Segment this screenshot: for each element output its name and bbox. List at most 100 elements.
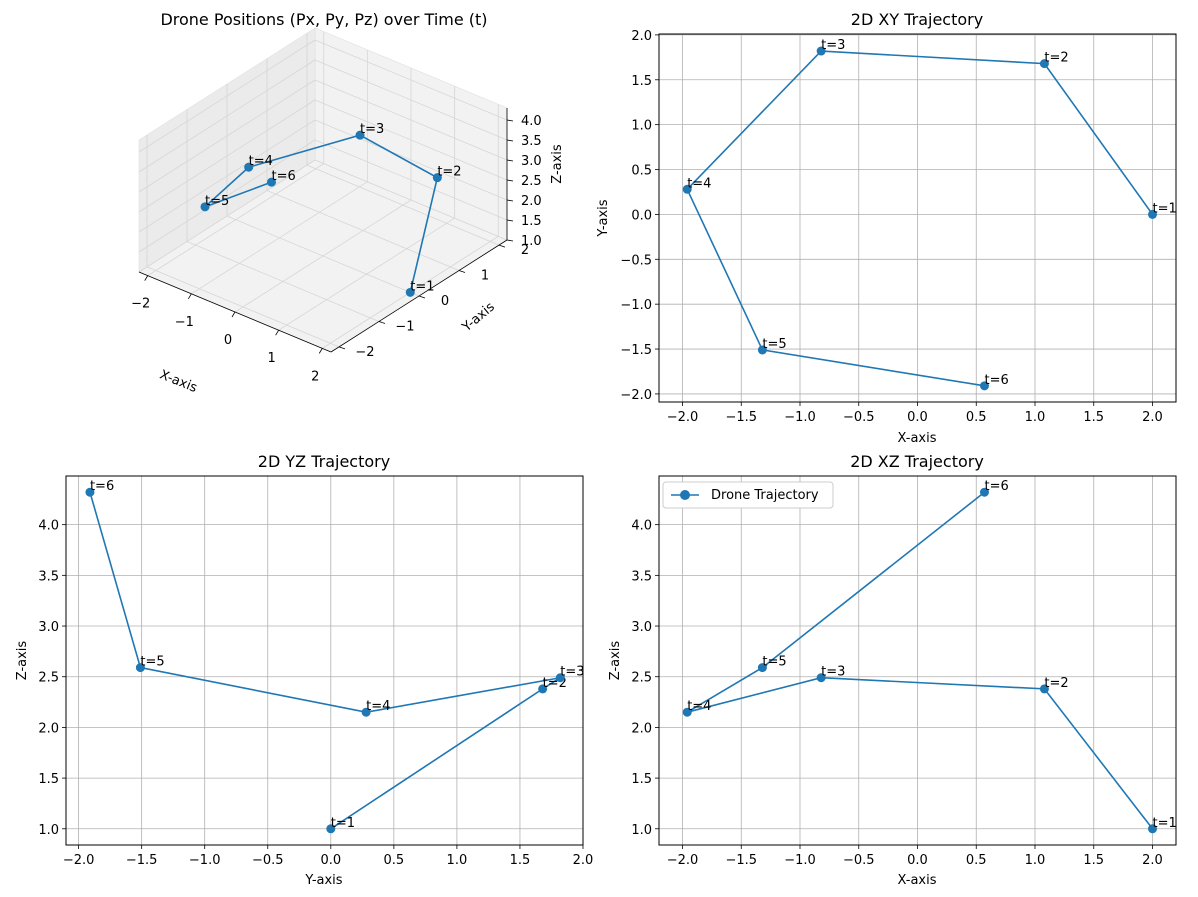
y-axis-label: Y-axis — [596, 199, 611, 237]
x-axis-label: X-axis — [157, 367, 199, 396]
legend-box — [662, 481, 834, 509]
x-tick-label: −1.0 — [784, 410, 816, 425]
x-tick-label: 0.0 — [320, 853, 341, 868]
z-tick-mark — [506, 119, 514, 122]
point-label: t=1 — [1153, 816, 1177, 831]
point-label: t=3 — [821, 665, 845, 680]
chart-yz-trajectory: 2D YZ Trajectory −2.0 −1.5 −1.0 −0.5 0.0 0.5 1… — [15, 452, 593, 888]
grid-3d-z-back — [314, 79, 508, 161]
z-tick-mark — [506, 179, 514, 182]
y-tick-mark — [378, 321, 386, 324]
grid-3d-z-side — [138, 139, 316, 253]
y-tick-label: 3.0 — [38, 620, 59, 635]
y-tick-label: −2 — [355, 345, 374, 360]
point-label: t=3 — [360, 122, 384, 137]
y-tick-label: 2.0 — [631, 29, 652, 44]
x-tick-label: 0.0 — [907, 410, 928, 425]
data-point — [135, 663, 145, 673]
y-tick-label: 3.5 — [38, 569, 59, 584]
y-axis-label: Z-axis — [608, 641, 623, 681]
y-tick-label: 2.0 — [631, 721, 652, 736]
z-tick-label: 3.5 — [521, 134, 542, 149]
x-tick-mark — [275, 329, 279, 336]
point-label: t=1 — [410, 279, 434, 294]
trajectory-line — [89, 491, 561, 830]
y-tick-label: 2.5 — [38, 671, 59, 686]
point-label: t=2 — [1044, 51, 1068, 66]
point-label: t=2 — [1044, 676, 1068, 691]
grid-3d-z-back — [314, 139, 508, 221]
grid-3d-z-back — [314, 59, 508, 141]
chart-xz-trajectory: 2D XZ Trajectory −2.0 −1.5 −1.0 −0.5 0.0 0.5 1… — [608, 452, 1177, 888]
y-tick-label: −2.0 — [620, 388, 652, 403]
z-tick-label: 3.0 — [521, 154, 542, 169]
data-point — [405, 287, 415, 297]
point-label: t=5 — [205, 194, 229, 209]
data-point — [326, 824, 336, 834]
data-point — [1148, 209, 1157, 219]
point-label: t=1 — [1153, 201, 1177, 216]
x-tick-label: −2.0 — [63, 853, 95, 868]
z-tick-mark — [506, 199, 514, 202]
x-tick-label: 2.0 — [1142, 410, 1163, 425]
x-tick-label: 0.0 — [907, 853, 928, 868]
x-tick-label: −2.0 — [667, 853, 699, 868]
z-tick-mark — [506, 239, 514, 242]
y-tick-label: 0.0 — [631, 208, 652, 223]
grid-3d-y-floor — [306, 164, 500, 246]
data-point — [979, 487, 989, 497]
x-tick-label: −1.0 — [189, 853, 221, 868]
plot-frame — [658, 475, 1177, 846]
z-tick-label: 4.0 — [521, 114, 542, 129]
legend-label: Drone Trajectory — [711, 488, 819, 503]
x-tick-label: 2 — [311, 369, 319, 384]
trajectory-line — [204, 134, 439, 293]
y-tick-label: 3.0 — [631, 620, 652, 635]
x-axis-label: Y-axis — [304, 873, 342, 888]
x-tick-label: 1.5 — [1083, 853, 1104, 868]
data-point — [1148, 824, 1157, 834]
x-tick-label: −1.5 — [126, 853, 158, 868]
point-label: t=2 — [437, 165, 461, 180]
point-label: t=3 — [560, 665, 584, 680]
y-tick-label: 0 — [441, 294, 449, 309]
y-tick-label: 2.0 — [38, 721, 59, 736]
x-tick-mark — [318, 348, 323, 354]
grid-3d-z-back — [314, 119, 508, 201]
data-point — [432, 173, 442, 183]
x-tick-label: 0.5 — [384, 853, 405, 868]
x-tick-label: 1.0 — [447, 853, 468, 868]
x-tick-label: −1 — [175, 315, 194, 330]
y-tick-mark — [338, 346, 346, 350]
y-tick-label: 1.0 — [38, 823, 59, 838]
x-tick-label: 2.0 — [1142, 853, 1163, 868]
y-axis-label: Z-axis — [15, 641, 30, 681]
data-point — [85, 487, 95, 497]
y-tick-label: −0.5 — [620, 253, 652, 268]
x-tick-label: 0.5 — [966, 410, 987, 425]
y-tick-mark — [458, 270, 466, 273]
x-tick-mark — [188, 293, 192, 300]
data-point — [816, 46, 826, 56]
data-point — [200, 202, 210, 212]
data-point — [682, 707, 692, 717]
y-tick-label: 0.5 — [631, 164, 652, 179]
z-tick-mark — [506, 219, 514, 222]
y-tick-label: 1 — [481, 269, 489, 284]
grid-3d-z-side — [138, 99, 316, 213]
grid-3d-z-back — [314, 39, 508, 121]
y-tick-label: 1.5 — [631, 74, 652, 89]
x-tick-label: −2.0 — [667, 410, 699, 425]
data-point — [816, 673, 826, 683]
point-label: t=4 — [687, 699, 711, 714]
y-tick-label: 2.5 — [631, 671, 652, 686]
grid-3d-z-side — [138, 119, 316, 233]
data-point — [979, 381, 989, 391]
data-point — [355, 130, 365, 140]
point-label: t=4 — [249, 154, 273, 169]
x-tick-label: −0.5 — [843, 410, 875, 425]
y-axis-label: Y-axis — [459, 299, 498, 335]
y-tick-label: 1.5 — [631, 772, 652, 787]
y-tick-label: 2 — [521, 243, 529, 258]
